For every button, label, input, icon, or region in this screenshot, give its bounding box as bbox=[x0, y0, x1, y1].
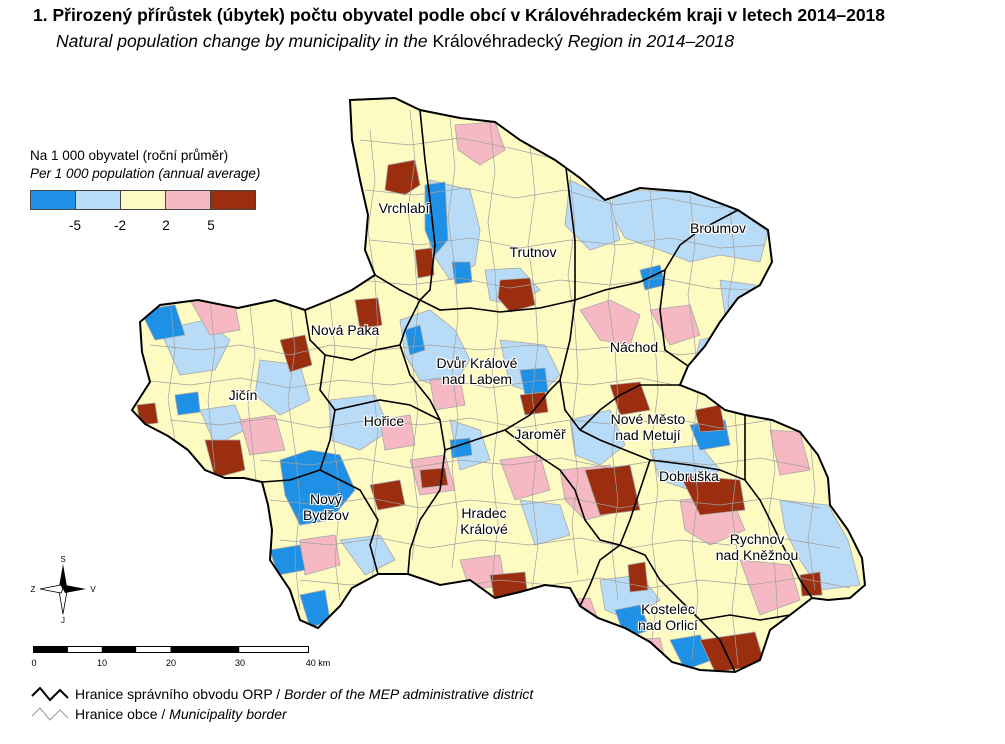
municipality-border-symbol-icon bbox=[31, 707, 69, 721]
town-name: Vrchlabí bbox=[378, 200, 430, 216]
compass-east: V bbox=[90, 585, 96, 594]
border-legend-orp-text: Hranice správního obvodu ORP / Border of… bbox=[75, 686, 533, 702]
town-label-broumov: Broumov bbox=[690, 220, 746, 236]
legend-swatches bbox=[30, 190, 256, 210]
map-title-cz: 1. Přirozený přírůstek (úbytek) počtu ob… bbox=[33, 5, 886, 25]
legend-swatch-5 bbox=[210, 190, 256, 210]
legend-unit-cz: Na 1 000 obyvatel (roční průměr) bbox=[30, 148, 229, 163]
town-label-vrchlabi: Vrchlabí bbox=[379, 200, 430, 216]
town-name: Kostelec bbox=[641, 601, 695, 617]
border-legend-municipality-text: Hranice obce / Municipality border bbox=[75, 706, 287, 722]
town-name: Jaroměř bbox=[514, 426, 566, 442]
legend-swatch-4 bbox=[165, 190, 211, 210]
orp-label-en: Border of the MEP administrative distric… bbox=[284, 686, 534, 702]
town-name-line2: nad Orlicí bbox=[638, 617, 698, 633]
legend-swatch-3 bbox=[120, 190, 166, 210]
town-name: Trutnov bbox=[509, 244, 557, 260]
town-label-trutnov: Trutnov bbox=[510, 244, 557, 260]
legend-unit-en: Per 1 000 population (annual average) bbox=[30, 166, 261, 181]
compass-south: J bbox=[61, 616, 65, 624]
scale-label-20: 20 bbox=[165, 658, 177, 668]
town-name: Náchod bbox=[609, 339, 659, 355]
title-en-part3: Region in 2014–2018 bbox=[562, 31, 735, 51]
town-name-line2: nad Metují bbox=[615, 427, 681, 443]
legend-threshold-2: -2 bbox=[113, 218, 127, 233]
orp-border-symbol-icon bbox=[31, 686, 69, 702]
town-label-nachod: Náchod bbox=[610, 339, 658, 355]
town-name-line2: nad Labem bbox=[441, 371, 513, 387]
north-arrow-icon: S J Z V bbox=[31, 555, 97, 624]
compass-north: S bbox=[60, 555, 65, 564]
mun-label-en: Municipality border bbox=[169, 706, 287, 722]
town-label-rychnov: Rychnov nad Kněžnou bbox=[716, 531, 799, 563]
town-label-hradec-kralove: Hradec Králové bbox=[460, 505, 507, 537]
map-legend: Na 1 000 obyvatel (roční průměr) Per 1 0… bbox=[30, 148, 330, 238]
scale-label-10: 10 bbox=[96, 658, 108, 668]
town-label-kostelec: Kostelec nad Orlicí bbox=[638, 601, 698, 633]
legend-swatch-1 bbox=[30, 190, 76, 210]
town-name: Jičín bbox=[228, 387, 258, 403]
town-name: Nové Město bbox=[610, 411, 686, 427]
scale-label-30: 30 bbox=[234, 658, 246, 668]
town-name-line2: Králové bbox=[460, 521, 508, 537]
town-name: Hradec bbox=[461, 505, 507, 521]
town-name-line2: Bydžov bbox=[303, 507, 349, 523]
town-name: Broumov bbox=[689, 220, 747, 236]
town-name: Nový bbox=[310, 491, 342, 507]
compass-west: Z bbox=[31, 585, 36, 594]
town-label-dvur-kralove: Dvůr Králové nad Labem bbox=[437, 355, 518, 387]
map-title-en: Natural population change by municipalit… bbox=[56, 31, 734, 52]
town-name: Hořice bbox=[363, 413, 405, 429]
legend-threshold-4: 5 bbox=[207, 218, 215, 233]
town-label-jaromer: Jaroměř bbox=[514, 426, 565, 442]
town-name-line2: nad Kněžnou bbox=[715, 547, 799, 563]
legend-threshold-3: 2 bbox=[162, 218, 170, 233]
town-name: Dvůr Králové bbox=[436, 355, 518, 371]
legend-threshold-1: -5 bbox=[68, 218, 82, 233]
title-en-part2: Královéhradecký bbox=[432, 31, 563, 51]
town-label-dobruska: Dobruška bbox=[659, 468, 719, 484]
town-label-novy-bydzov: Nový Bydžov bbox=[303, 491, 349, 523]
town-label-nove-mesto: Nové Město nad Metují bbox=[611, 411, 686, 443]
scale-label-0: 0 bbox=[31, 658, 37, 668]
scale-label-40: 40 km bbox=[305, 658, 331, 668]
town-name: Nová Paka bbox=[310, 322, 380, 338]
town-name: Dobruška bbox=[659, 468, 719, 484]
orp-label-cz: Hranice správního obvodu ORP / bbox=[75, 686, 285, 702]
mun-label-cz: Hranice obce / bbox=[75, 706, 170, 722]
town-label-nova-paka: Nová Paka bbox=[311, 322, 379, 338]
town-label-jicin: Jičín bbox=[229, 387, 258, 403]
legend-swatch-2 bbox=[75, 190, 121, 210]
scale-bar bbox=[33, 646, 309, 653]
town-label-horice: Hořice bbox=[364, 413, 404, 429]
title-en-part1: Natural population change by municipalit… bbox=[56, 31, 433, 51]
town-name: Rychnov bbox=[729, 531, 785, 547]
